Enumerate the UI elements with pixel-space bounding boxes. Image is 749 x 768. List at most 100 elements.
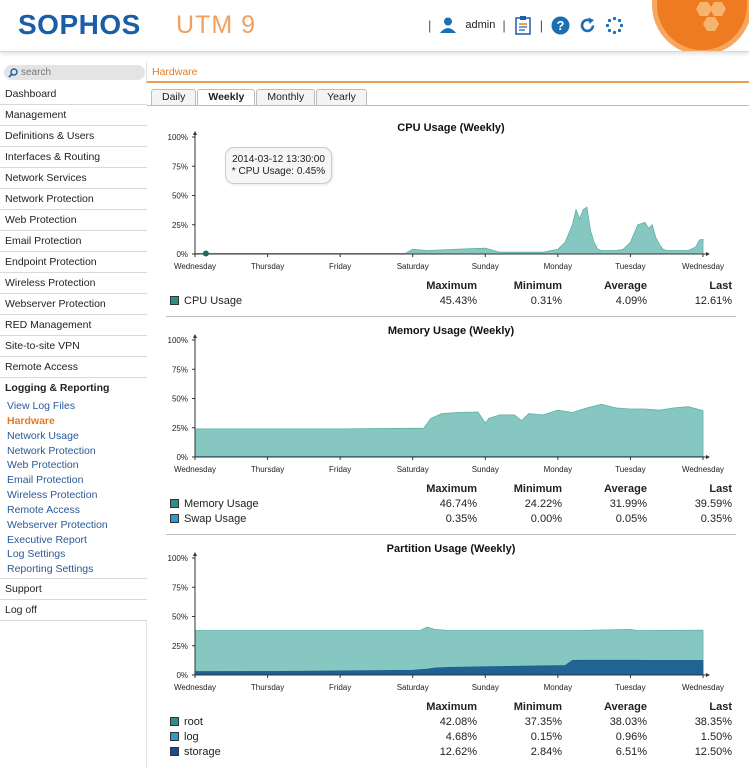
spinner-icon — [604, 15, 624, 35]
hexagon-logo-icon — [696, 2, 726, 31]
sidebar-subitem-webserver-protection[interactable]: Webserver Protection — [7, 518, 108, 531]
help-icon[interactable]: ? — [550, 15, 570, 35]
sidebar-subitem-wireless-protection[interactable]: Wireless Protection — [7, 489, 98, 502]
y-tick-label: 100% — [168, 554, 188, 563]
stat-min: 37.35% — [524, 716, 562, 728]
x-tick-label: Sunday — [472, 683, 499, 692]
stats-header-avg: Average — [603, 701, 647, 713]
sidebar-item-network-services[interactable]: Network Services — [0, 168, 147, 189]
sidebar-subitem-remote-access[interactable]: Remote Access — [7, 503, 80, 516]
chart-divider — [166, 534, 736, 535]
stat-avg: 38.03% — [609, 716, 647, 728]
separator: | — [539, 17, 544, 33]
sidebar-item-wireless-protection[interactable]: Wireless Protection — [0, 273, 147, 294]
stats-header-min: Minimum — [513, 701, 562, 713]
stat-min: 0.31% — [530, 295, 562, 307]
series-legend: root — [170, 716, 203, 728]
stats-header-max: Maximum — [426, 701, 477, 713]
sidebar-subitem-email-protection[interactable]: Email Protection — [7, 474, 84, 487]
sidebar-item-definitions-and-users[interactable]: Definitions & Users — [0, 126, 147, 147]
x-axis-arrow — [706, 673, 710, 677]
stat-max: 46.74% — [439, 498, 477, 510]
sidebar-subitem-executive-report[interactable]: Executive Report — [7, 533, 87, 546]
search-box[interactable] — [4, 65, 145, 80]
stats-header-min: Minimum — [513, 280, 562, 292]
sophos-logo[interactable]: SOPHOS — [18, 9, 141, 40]
legend-swatch — [170, 717, 179, 726]
x-tick-label: Tuesday — [615, 683, 645, 692]
legend-swatch — [170, 732, 179, 741]
x-tick-label: Monday — [544, 262, 572, 271]
sidebar-item-endpoint-protection[interactable]: Endpoint Protection — [0, 252, 147, 273]
series-name: storage — [184, 746, 221, 758]
stat-min: 2.84% — [530, 746, 562, 758]
sidebar-group-logging-reporting[interactable]: Logging & Reporting — [0, 378, 147, 399]
sidebar-item-site-to-site-vpn[interactable]: Site-to-site VPN — [0, 336, 147, 357]
separator: | — [502, 17, 506, 33]
stats-header-avg: Average — [603, 280, 647, 292]
x-tick-label: Wednesday — [682, 465, 724, 474]
series-area-memory-usage — [194, 403, 704, 458]
series-name: log — [184, 731, 199, 743]
stats-header-last: Last — [709, 483, 732, 495]
header-toolbar: | admin | | ? — [428, 14, 624, 36]
sidebar-item-network-protection[interactable]: Network Protection — [0, 189, 147, 210]
clipboard-icon[interactable] — [513, 15, 533, 35]
y-axis-arrow — [193, 131, 197, 135]
tab-yearly[interactable]: Yearly — [316, 89, 367, 106]
sidebar-subitem-web-protection[interactable]: Web Protection — [7, 459, 79, 472]
sidebar-item-email-protection[interactable]: Email Protection — [0, 231, 147, 252]
sidebar-subitem-hardware[interactable]: Hardware — [7, 414, 55, 427]
y-tick-label: 100% — [168, 336, 188, 345]
sidebar-subitem-reporting-settings[interactable]: Reporting Settings — [7, 563, 94, 576]
stat-avg: 31.99% — [609, 498, 647, 510]
sidebar-subitem-network-usage[interactable]: Network Usage — [7, 429, 79, 442]
stat-last: 38.35% — [694, 716, 732, 728]
hover-marker — [202, 250, 209, 257]
sidebar-item-support[interactable]: Support — [0, 579, 147, 601]
y-tick-label: 75% — [172, 162, 188, 171]
period-tabs: Daily Weekly Monthly Yearly — [151, 89, 367, 106]
sidebar-subitem-log-settings[interactable]: Log Settings — [7, 548, 66, 561]
top-header: SOPHOS UTM 9 | admin | | ? — [0, 0, 749, 52]
x-tick-label: Sunday — [472, 262, 499, 271]
tab-daily[interactable]: Daily — [151, 89, 197, 106]
sidebar-item-log-off[interactable]: Log off — [0, 600, 147, 622]
sidebar-item-red-management[interactable]: RED Management — [0, 315, 147, 336]
search-input[interactable] — [21, 67, 136, 78]
sidebar-item-dashboard[interactable]: Dashboard — [0, 84, 147, 105]
y-tick-label: 25% — [172, 642, 188, 651]
tab-monthly[interactable]: Monthly — [256, 89, 316, 106]
username-label[interactable]: admin — [465, 19, 496, 31]
sidebar-item-management[interactable]: Management — [0, 105, 147, 126]
user-icon[interactable] — [438, 15, 458, 35]
chart-plot: 100% 75% 50% 25% 0% Wednesday Thursday Friday Sa… — [168, 334, 724, 474]
tab-weekly[interactable]: Weekly — [197, 89, 256, 106]
stat-last: 12.50% — [694, 746, 732, 758]
x-tick-label: Friday — [329, 262, 351, 271]
stats-row-memory-usage: Memory Usage 46.74% 24.22% 31.99% 39.59% — [166, 498, 736, 512]
sidebar-subitem-network-protection[interactable]: Network Protection — [7, 444, 96, 457]
sidebar-item-remote-access[interactable]: Remote Access — [0, 357, 147, 378]
y-tick-label: 50% — [172, 395, 188, 404]
x-tick-label: Sunday — [472, 465, 499, 474]
legend-swatch — [170, 514, 179, 523]
stat-max: 42.08% — [439, 716, 477, 728]
y-tick-label: 75% — [172, 583, 188, 592]
refresh-icon[interactable] — [577, 15, 597, 35]
y-tick-label: 0% — [176, 453, 188, 462]
sidebar-item-webserver-protection[interactable]: Webserver Protection — [0, 294, 147, 315]
y-tick-label: 100% — [168, 133, 188, 142]
stat-avg: 0.96% — [615, 731, 647, 743]
sidebar-subitem-view-log-files[interactable]: View Log Files — [7, 400, 76, 412]
stat-min: 0.15% — [530, 731, 562, 743]
sidebar-item-web-protection[interactable]: Web Protection — [0, 210, 147, 231]
stat-avg: 4.09% — [615, 295, 647, 307]
x-tick-label: Friday — [329, 683, 351, 692]
series-legend: Memory Usage — [170, 498, 259, 510]
stats-header-max: Maximum — [426, 280, 477, 292]
stats-header-row: Maximum Minimum Average Last — [166, 701, 736, 715]
sidebar-item-interfaces-and-routing[interactable]: Interfaces & Routing — [0, 147, 147, 168]
stats-row-root: root 42.08% 37.35% 38.03% 38.35% — [166, 716, 736, 730]
series-area-cpu-usage — [194, 206, 704, 255]
